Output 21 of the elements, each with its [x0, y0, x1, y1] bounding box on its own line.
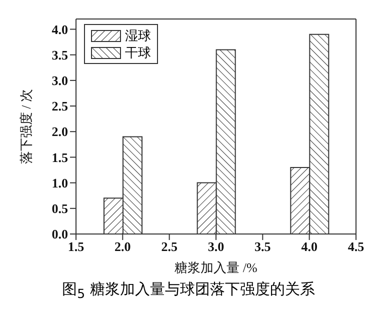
legend-label: 湿球: [125, 27, 151, 44]
x-tick-label: 2.5: [161, 239, 178, 254]
y-tick-label: 0.0: [52, 226, 68, 242]
text: 图$_{5}$ 糖浆加入量与球团落下强度的关系: [61, 280, 316, 301]
x-tick-label: 4.5: [348, 239, 365, 254]
y-tick-label: 3.5: [52, 47, 68, 62]
y-tick-label: 0.5: [52, 201, 68, 216]
x-tick-label: 3.5: [254, 239, 272, 254]
x-tick-label: 4.0: [301, 239, 318, 254]
x-axis-title: 糖浆加入量 /%: [174, 260, 258, 275]
x-tick-label: 1.5: [68, 239, 85, 254]
y-tick-label: 1.5: [52, 150, 68, 165]
y-tick-label: 2.5: [52, 98, 68, 114]
x-tick-label: 2.0: [114, 239, 131, 254]
y-axis-title: 落下强度 / 次: [18, 88, 34, 164]
y-tick-label: 2.0: [52, 124, 68, 140]
legend-label: 干球: [125, 44, 151, 61]
y-tick-label: 1.0: [52, 175, 68, 190]
x-tick-label: 3.0: [208, 239, 224, 254]
y-tick-label: 4.0: [52, 22, 68, 37]
y-tick-label: 3.0: [52, 73, 68, 88]
